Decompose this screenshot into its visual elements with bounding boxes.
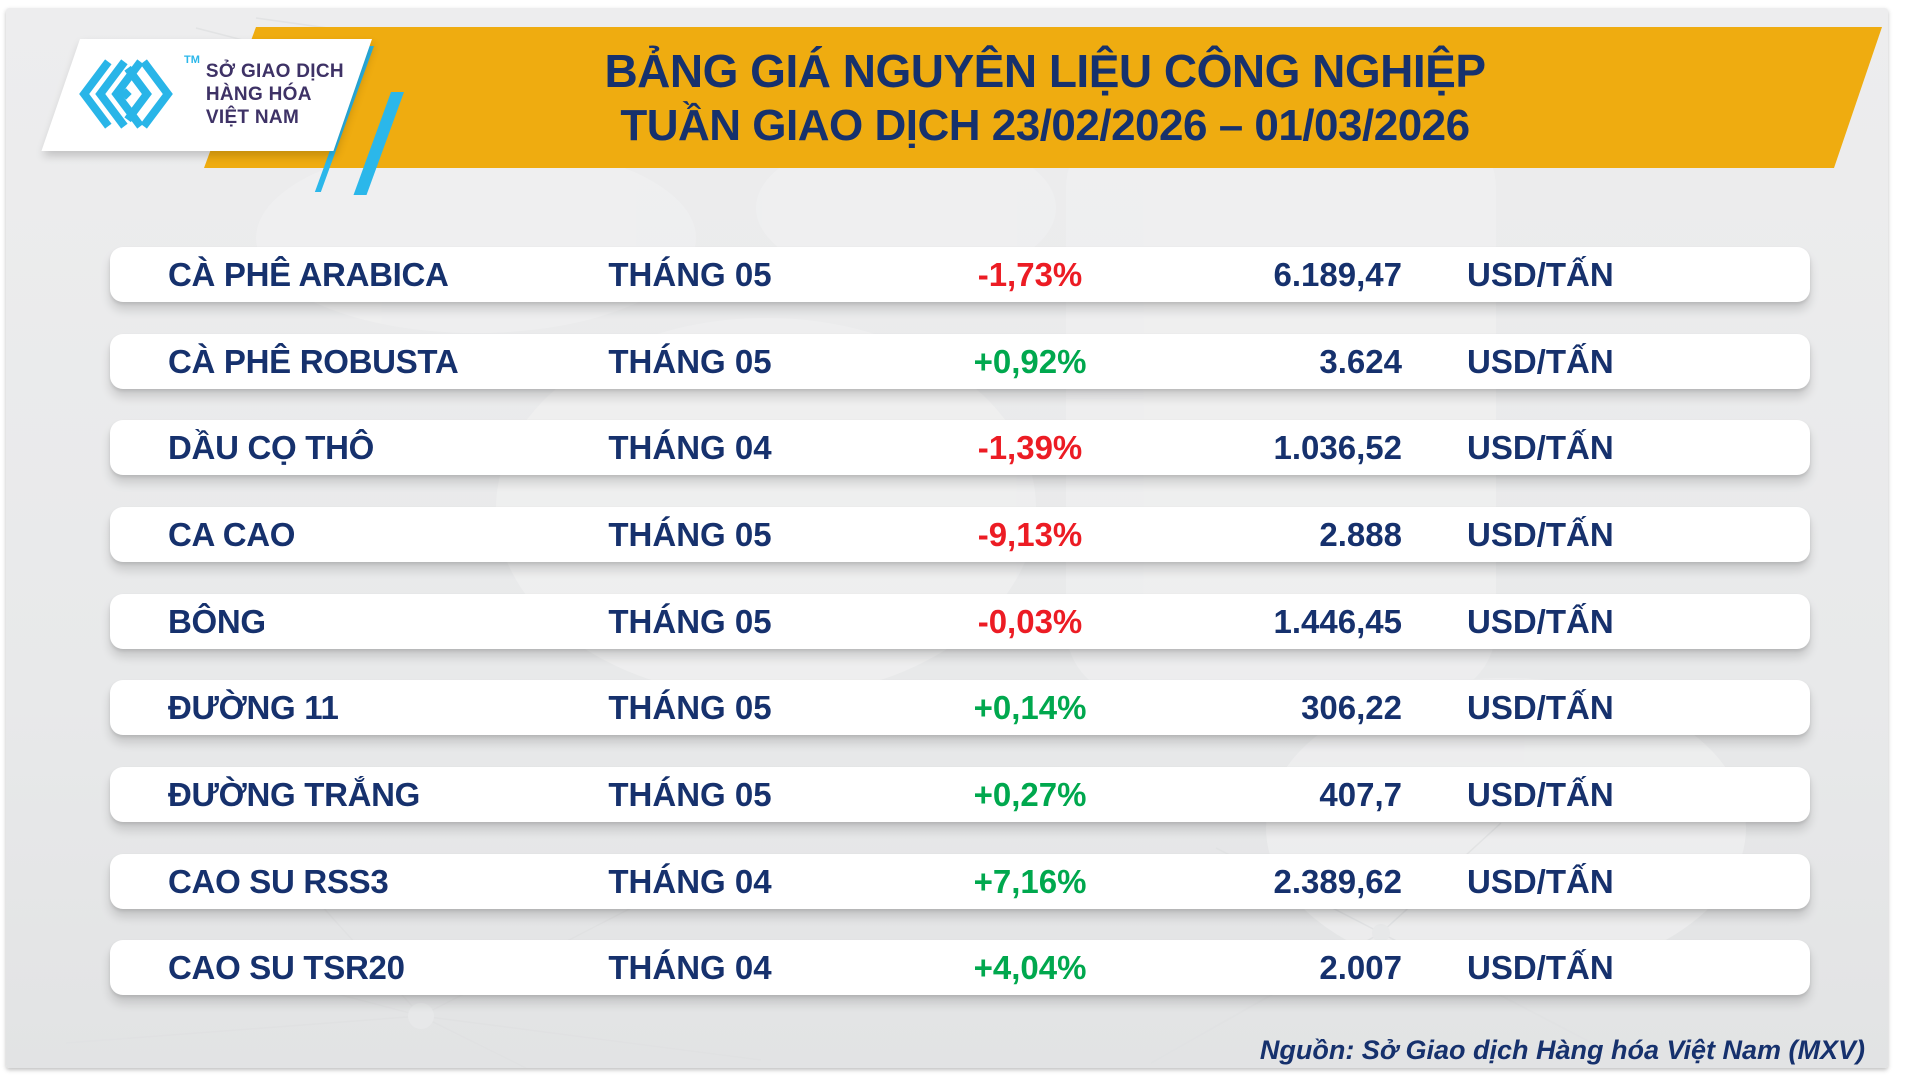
price-unit: USD/TẤN bbox=[1467, 343, 1614, 380]
table-row: CAO SU TSR20 THÁNG 04 +4,04% 2.007 USD/TẤN bbox=[110, 940, 1810, 995]
price-value: 2.007 bbox=[1319, 949, 1402, 986]
contract-month: THÁNG 05 bbox=[608, 689, 772, 726]
weekly-change: +4,04% bbox=[973, 949, 1087, 986]
price-unit: USD/TẤN bbox=[1467, 863, 1614, 900]
price-unit: USD/TẤN bbox=[1467, 776, 1614, 813]
contract-month: THÁNG 05 bbox=[608, 776, 772, 813]
price-value: 3.624 bbox=[1319, 343, 1402, 380]
table-row: ĐƯỜNG 11 THÁNG 05 +0,14% 306,22 USD/TẤN bbox=[110, 680, 1810, 735]
table-row: CÀ PHÊ ROBUSTA THÁNG 05 +0,92% 3.624 USD/TẤN bbox=[110, 334, 1810, 389]
commodity-name: CA CAO bbox=[168, 516, 296, 553]
price-unit: USD/TẤN bbox=[1467, 949, 1614, 986]
commodity-name: CAO SU TSR20 bbox=[168, 949, 405, 986]
page-subtitle: TUẦN GIAO DỊCH 23/02/2026 – 01/03/2026 bbox=[620, 101, 1470, 150]
contract-month: THÁNG 04 bbox=[608, 863, 772, 900]
table-row: ĐƯỜNG TRẮNG THÁNG 05 +0,27% 407,7 USD/TẤN bbox=[110, 767, 1810, 822]
price-unit: USD/TẤN bbox=[1467, 603, 1614, 640]
commodity-name: DẦU CỌ THÔ bbox=[168, 429, 374, 466]
commodity-name: CÀ PHÊ ARABICA bbox=[168, 256, 449, 293]
price-unit: USD/TẤN bbox=[1467, 256, 1614, 293]
commodity-name: CÀ PHÊ ROBUSTA bbox=[168, 343, 459, 380]
page-title: BẢNG GIÁ NGUYÊN LIỆU CÔNG NGHIỆP bbox=[604, 45, 1486, 97]
table-row: CÀ PHÊ ARABICA THÁNG 05 -1,73% 6.189,47 USD/… bbox=[110, 247, 1810, 302]
commodity-name: ĐƯỜNG 11 bbox=[168, 689, 339, 726]
contract-month: THÁNG 04 bbox=[608, 949, 772, 986]
commodity-name: ĐƯỜNG TRẮNG bbox=[168, 776, 421, 813]
commodity-name: CAO SU RSS3 bbox=[168, 863, 389, 900]
price-value: 2.888 bbox=[1319, 516, 1402, 553]
weekly-change: -1,39% bbox=[977, 429, 1083, 466]
price-value: 2.389,62 bbox=[1273, 863, 1402, 900]
price-value: 6.189,47 bbox=[1273, 256, 1402, 293]
contract-month: THÁNG 05 bbox=[608, 516, 772, 553]
table-row: DẦU CỌ THÔ THÁNG 04 -1,39% 1.036,52 USD/TẤN bbox=[110, 420, 1810, 475]
price-value: 1.036,52 bbox=[1273, 429, 1402, 466]
contract-month: THÁNG 05 bbox=[608, 603, 772, 640]
weekly-change: -0,03% bbox=[977, 603, 1083, 640]
logo-line-3: VIỆT NAM bbox=[205, 106, 300, 128]
commodity-name: BÔNG bbox=[168, 603, 266, 640]
price-value: 1.446,45 bbox=[1273, 603, 1402, 640]
weekly-change: -1,73% bbox=[977, 256, 1083, 293]
weekly-change: +0,27% bbox=[973, 776, 1087, 813]
price-unit: USD/TẤN bbox=[1467, 429, 1614, 466]
table-row: BÔNG THÁNG 05 -0,03% 1.446,45 USD/TẤN bbox=[110, 594, 1810, 649]
logo-line-1: SỞ GIAO DỊCH bbox=[205, 60, 344, 82]
price-value: 306,22 bbox=[1301, 689, 1402, 726]
weekly-change: -9,13% bbox=[977, 516, 1083, 553]
title-banner: BẢNG GIÁ NGUYÊN LIỆU CÔNG NGHIỆP TUẦN GI… bbox=[204, 27, 1882, 168]
table-row: CA CAO THÁNG 05 -9,13% 2.888 USD/TẤN bbox=[110, 507, 1810, 562]
price-unit: USD/TẤN bbox=[1467, 689, 1614, 726]
weekly-change: +0,14% bbox=[973, 689, 1087, 726]
table-row: CAO SU RSS3 THÁNG 04 +7,16% 2.389,62 USD/TẤN bbox=[110, 854, 1810, 909]
contract-month: THÁNG 05 bbox=[608, 343, 772, 380]
price-value: 407,7 bbox=[1319, 776, 1402, 813]
source-note: Nguồn: Sở Giao dịch Hàng hóa Việt Nam (M… bbox=[1259, 1035, 1865, 1065]
logo-line-2: HÀNG HÓA bbox=[205, 83, 312, 105]
contract-month: THÁNG 04 bbox=[608, 429, 772, 466]
contract-month: THÁNG 05 bbox=[608, 256, 772, 293]
mxv-chevron-icon bbox=[79, 59, 173, 129]
price-unit: USD/TẤN bbox=[1467, 516, 1614, 553]
logo-wordmark: SỞ GIAO DỊCH HÀNG HÓA VIỆT NAM bbox=[206, 60, 344, 129]
weekly-change: +0,92% bbox=[973, 343, 1087, 380]
weekly-change: +7,16% bbox=[973, 863, 1087, 900]
trademark-symbol: TM bbox=[184, 54, 200, 66]
logo: TM SỞ GIAO DỊCH HÀNG HÓA VIỆT NAM bbox=[70, 52, 344, 136]
